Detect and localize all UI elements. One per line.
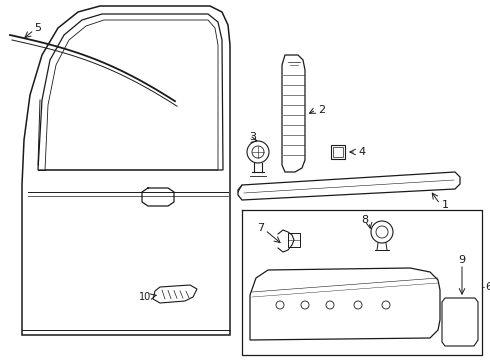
Text: 1: 1 [442,200,449,210]
Text: 4: 4 [358,147,365,157]
Text: 7: 7 [257,223,264,233]
Text: 2: 2 [318,105,325,115]
Text: 3: 3 [249,132,256,142]
Text: 10: 10 [139,292,151,302]
Text: 9: 9 [459,255,466,265]
Text: 5: 5 [34,23,42,33]
Text: 6: 6 [485,282,490,292]
Text: 8: 8 [361,215,368,225]
